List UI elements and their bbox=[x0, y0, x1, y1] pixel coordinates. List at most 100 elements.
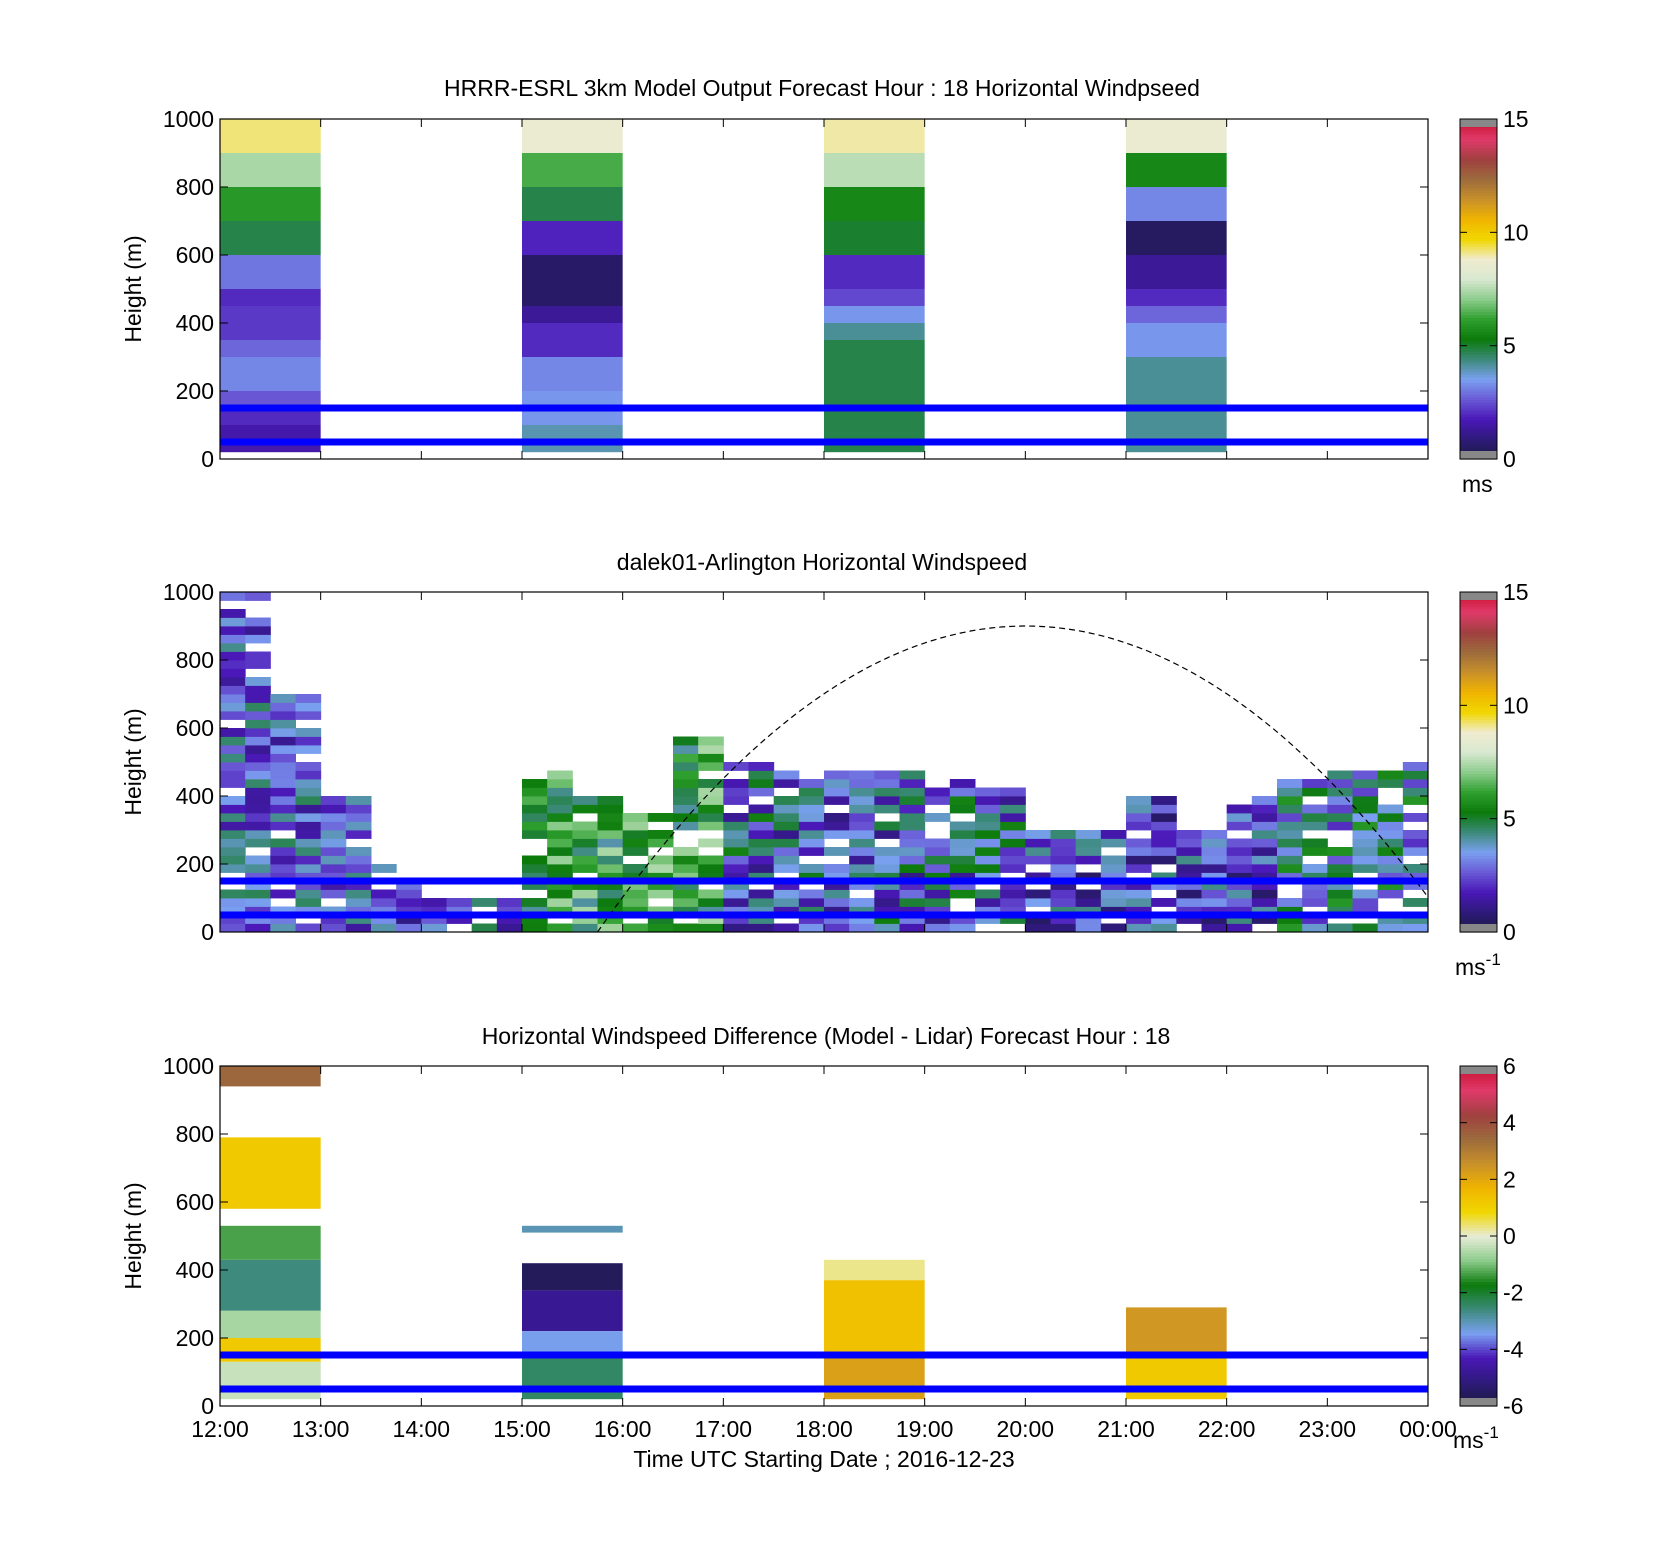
colorbar-swatch bbox=[1460, 1125, 1497, 1129]
heatmap-cell bbox=[723, 906, 749, 916]
colorbar-swatch bbox=[1460, 898, 1497, 902]
y-tick-label: 600 bbox=[176, 1189, 214, 1215]
colorbar-swatch bbox=[1460, 1236, 1497, 1240]
heatmap-cell bbox=[1277, 923, 1303, 933]
heatmap-cell bbox=[345, 872, 372, 882]
heatmap-cell bbox=[824, 872, 850, 882]
colorbar-swatch bbox=[1460, 1244, 1497, 1248]
heatmap-cell bbox=[1176, 889, 1202, 899]
heatmap-cell bbox=[824, 864, 850, 873]
colorbar-swatch bbox=[1460, 144, 1497, 148]
heatmap-cell bbox=[547, 838, 573, 848]
colorbar-swatch bbox=[1460, 1258, 1497, 1263]
colorbar-swatch bbox=[1460, 306, 1497, 310]
heatmap-cell bbox=[748, 847, 775, 856]
heatmap-cell bbox=[723, 838, 749, 848]
heatmap-cell bbox=[1277, 864, 1303, 873]
heatmap-cell bbox=[1050, 915, 1077, 924]
heatmap-cell bbox=[1251, 830, 1278, 839]
heatmap-cell bbox=[647, 915, 674, 924]
heatmap-cell bbox=[572, 906, 598, 916]
heatmap-cell bbox=[1377, 830, 1404, 839]
colorbar-swatch bbox=[1460, 886, 1497, 891]
heatmap-cell bbox=[295, 779, 322, 788]
colorbar-swatch bbox=[1460, 626, 1497, 630]
heatmap-cell bbox=[345, 864, 372, 873]
heatmap-cell bbox=[975, 906, 1001, 916]
colorbar-swatch bbox=[1460, 274, 1497, 279]
heatmap-cell bbox=[1277, 898, 1303, 907]
heatmap-cell bbox=[1176, 864, 1202, 873]
y-tick-label: 800 bbox=[176, 647, 214, 673]
heatmap-cell bbox=[345, 847, 372, 856]
heatmap-cell bbox=[1226, 838, 1253, 848]
heatmap-cell bbox=[1377, 821, 1404, 831]
heatmap-cell bbox=[773, 906, 800, 916]
heatmap-cell bbox=[1302, 864, 1328, 873]
colorbar-swatch bbox=[1460, 1094, 1497, 1098]
heatmap-cell bbox=[220, 357, 321, 391]
heatmap-cell bbox=[1176, 898, 1202, 907]
colorbar-swatch bbox=[1460, 1326, 1497, 1331]
colorbar-swatch bbox=[1460, 1272, 1497, 1277]
heatmap-cell bbox=[572, 804, 598, 814]
heatmap-cell bbox=[220, 1066, 321, 1087]
heatmap-cell bbox=[1050, 872, 1077, 882]
heatmap-cell bbox=[1226, 889, 1253, 899]
heatmap-cell bbox=[1327, 898, 1353, 907]
heatmap-cell bbox=[345, 889, 372, 899]
heatmap-cell bbox=[245, 651, 271, 661]
heatmap-cell bbox=[1251, 915, 1278, 924]
heatmap-cell bbox=[647, 923, 674, 933]
colorbar-swatch bbox=[1460, 189, 1497, 194]
heatmap-cell bbox=[698, 813, 724, 822]
colorbar-swatch bbox=[1460, 1202, 1497, 1206]
colorbar-swatch bbox=[1460, 762, 1497, 766]
colorbar-swatch bbox=[1460, 419, 1497, 423]
colorbar-swatch bbox=[1460, 1131, 1497, 1135]
heatmap-cell bbox=[1100, 906, 1127, 916]
colorbar-swatch bbox=[1460, 1267, 1497, 1271]
heatmap-cell bbox=[849, 915, 875, 924]
colorbar-swatch bbox=[1460, 1349, 1497, 1353]
heatmap-cell bbox=[924, 923, 951, 933]
heatmap-cell bbox=[874, 898, 900, 907]
colorbar-swatch bbox=[1460, 1221, 1497, 1226]
heatmap-cell bbox=[270, 804, 296, 814]
colorbar-swatch bbox=[1460, 348, 1497, 352]
heatmap-cell bbox=[1302, 898, 1328, 907]
colorbar-swatch bbox=[1460, 255, 1497, 259]
heatmap-cell bbox=[748, 830, 775, 839]
heatmap-cell bbox=[245, 728, 271, 737]
heatmap-cell bbox=[1352, 847, 1379, 856]
panel-difference-xlabel: Time UTC Starting Date ; 2016-12-23 bbox=[633, 1446, 1014, 1472]
colorbar-swatch bbox=[1460, 1338, 1497, 1342]
heatmap-cell bbox=[220, 762, 246, 771]
colorbar-swatch bbox=[1460, 141, 1497, 146]
heatmap-cell bbox=[874, 906, 900, 916]
heatmap-cell bbox=[220, 677, 246, 686]
colorbar-swatch bbox=[1460, 648, 1497, 653]
heatmap-cell bbox=[673, 872, 699, 882]
heatmap-cell bbox=[949, 864, 976, 873]
colorbar-swatch bbox=[1460, 243, 1497, 248]
heatmap-cell bbox=[1402, 813, 1429, 822]
heatmap-cell bbox=[1000, 838, 1026, 848]
heatmap-cell bbox=[1327, 881, 1353, 890]
heatmap-cell bbox=[220, 255, 321, 289]
heatmap-cell bbox=[245, 830, 271, 839]
colorbar-swatch bbox=[1460, 614, 1497, 619]
heatmap-cell bbox=[748, 898, 775, 907]
colorbar-swatch bbox=[1460, 277, 1497, 282]
heatmap-cell bbox=[975, 889, 1001, 899]
heatmap-cell bbox=[1352, 796, 1379, 805]
heatmap-cell bbox=[220, 668, 246, 678]
colorbar-swatch bbox=[1460, 742, 1497, 746]
panel-lidar-title: dalek01-Arlington Horizontal Windspeed bbox=[617, 549, 1027, 575]
heatmap-cell bbox=[597, 906, 624, 916]
heatmap-cell bbox=[975, 847, 1001, 856]
heatmap-cell bbox=[1126, 855, 1152, 865]
colorbar-swatch bbox=[1460, 164, 1497, 168]
heatmap-cell bbox=[522, 915, 548, 924]
heatmap-cell bbox=[1050, 889, 1077, 899]
